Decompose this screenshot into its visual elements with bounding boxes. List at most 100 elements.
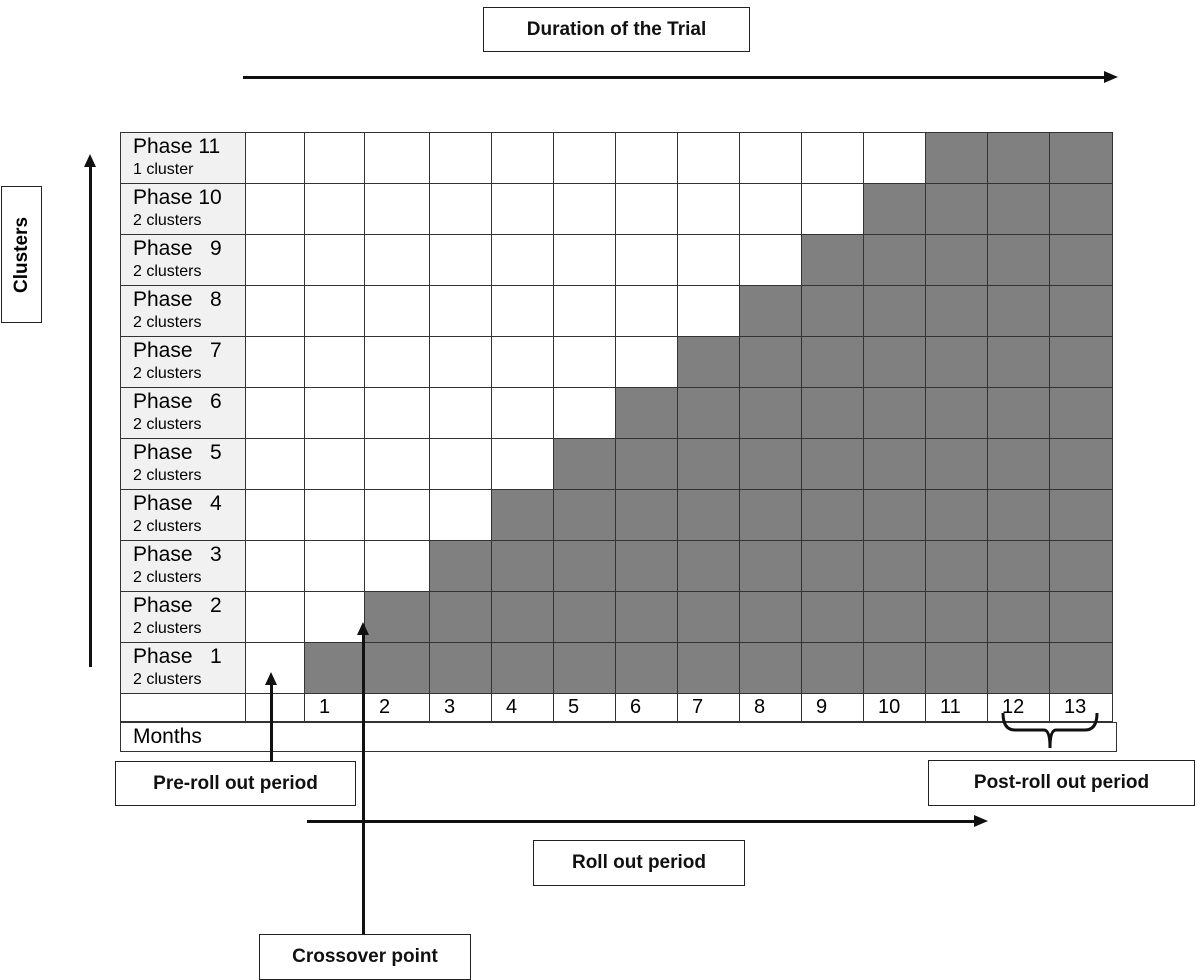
control-cell [491, 183, 554, 235]
intervention-cell [739, 285, 802, 337]
control-cell [429, 387, 492, 439]
intervention-cell [1049, 285, 1113, 337]
control-cell [491, 438, 554, 490]
intervention-cell [863, 540, 926, 592]
intervention-cell [987, 642, 1050, 694]
intervention-cell [1049, 336, 1113, 388]
clusters-axis-label: Clusters [10, 216, 32, 293]
control-cell [429, 285, 492, 337]
intervention-cell [863, 183, 926, 235]
phase-cluster-count: 2 clusters [133, 416, 202, 433]
pre-roll-out-arrow-head [265, 672, 277, 685]
months-header-row: 1 2 3 4 5 6 7 8 9 10 11 12 13 [120, 693, 1113, 722]
phase-row: Phase 6 2 clusters [120, 387, 1113, 439]
intervention-cell [677, 642, 740, 694]
crossover-arrow-head [357, 622, 369, 635]
intervention-cell [364, 642, 430, 694]
trial-duration-title-text: Duration of the Trial [526, 18, 707, 40]
control-cell [245, 234, 305, 286]
control-cell [245, 438, 305, 490]
control-cell [304, 336, 365, 388]
control-cell [364, 489, 430, 541]
intervention-cell [987, 285, 1050, 337]
phase-cluster-count: 2 clusters [133, 620, 202, 637]
control-cell [677, 285, 740, 337]
intervention-cell [863, 489, 926, 541]
month-label: 8 [739, 693, 802, 722]
control-cell [245, 540, 305, 592]
intervention-cell [491, 540, 554, 592]
control-cell [491, 234, 554, 286]
phase-label-cell: Phase 4 2 clusters [120, 489, 246, 541]
month-label: 12 [987, 693, 1050, 722]
control-cell [615, 285, 678, 337]
intervention-cell [987, 489, 1050, 541]
control-cell [304, 387, 365, 439]
control-cell [304, 438, 365, 490]
phase-cluster-count: 2 clusters [133, 365, 202, 382]
control-cell [553, 234, 616, 286]
phase-name: Phase 11 [133, 135, 221, 158]
phase-row: Phase 8 2 clusters [120, 285, 1113, 337]
intervention-cell [801, 387, 864, 439]
phase-name: Phase 6 [133, 390, 222, 413]
intervention-cell [615, 489, 678, 541]
duration-arrow-line [243, 76, 1105, 79]
intervention-cell [925, 438, 988, 490]
intervention-cell [987, 132, 1050, 184]
phase-row: Phase 4 2 clusters [120, 489, 1113, 541]
month-label: 2 [364, 693, 430, 722]
phase-cluster-count: 2 clusters [133, 263, 202, 280]
control-cell [553, 132, 616, 184]
intervention-cell [677, 591, 740, 643]
intervention-cell [1049, 489, 1113, 541]
intervention-cell [615, 540, 678, 592]
phase-cluster-count: 1 cluster [133, 161, 194, 178]
control-cell [364, 132, 430, 184]
month-label: 11 [925, 693, 988, 722]
intervention-cell [987, 540, 1050, 592]
control-cell [491, 132, 554, 184]
control-cell [304, 489, 365, 541]
control-cell [739, 183, 802, 235]
control-cell [364, 285, 430, 337]
phase-row: Phase 7 2 clusters [120, 336, 1113, 388]
phase-row: Phase 9 2 clusters [120, 234, 1113, 286]
intervention-cell [801, 489, 864, 541]
intervention-cell [739, 387, 802, 439]
control-cell [364, 438, 430, 490]
control-cell [245, 489, 305, 541]
intervention-cell [925, 336, 988, 388]
intervention-cell [801, 234, 864, 286]
control-cell [677, 183, 740, 235]
control-cell [553, 387, 616, 439]
intervention-cell [615, 438, 678, 490]
intervention-cell [987, 234, 1050, 286]
intervention-cell [925, 285, 988, 337]
phase-label-cell: Phase 6 2 clusters [120, 387, 246, 439]
control-cell [615, 183, 678, 235]
phase-label-cell: Phase 10 2 clusters [120, 183, 246, 235]
roll-out-text: Roll out period [571, 852, 707, 873]
intervention-cell [801, 438, 864, 490]
intervention-cell [925, 234, 988, 286]
control-cell [677, 234, 740, 286]
intervention-cell [429, 591, 492, 643]
month-label: 3 [429, 693, 492, 722]
control-cell [245, 591, 305, 643]
intervention-cell [615, 642, 678, 694]
intervention-cell [553, 540, 616, 592]
intervention-cell [364, 591, 430, 643]
phase-row: Phase 5 2 clusters [120, 438, 1113, 490]
month-label: 9 [801, 693, 864, 722]
control-cell [739, 132, 802, 184]
control-cell [304, 591, 365, 643]
intervention-cell [553, 591, 616, 643]
intervention-cell [987, 591, 1050, 643]
phase-name: Phase 4 [133, 492, 222, 515]
intervention-cell [553, 489, 616, 541]
control-cell [863, 132, 926, 184]
months-axis-label: Months [120, 722, 1117, 752]
control-cell [491, 387, 554, 439]
control-cell [429, 234, 492, 286]
